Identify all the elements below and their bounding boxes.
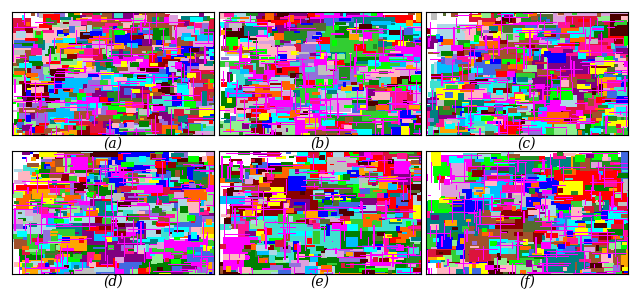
Text: (f): (f): [519, 275, 535, 289]
Text: (e): (e): [310, 275, 330, 289]
Text: (c): (c): [518, 137, 536, 150]
Text: (b): (b): [310, 137, 330, 150]
Text: (d): (d): [103, 275, 123, 289]
Text: (a): (a): [104, 137, 123, 150]
